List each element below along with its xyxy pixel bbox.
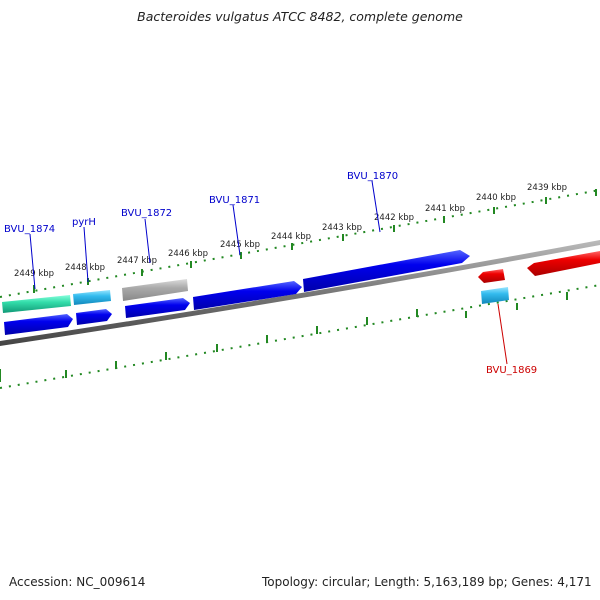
tick-label: 2448 kbp: [65, 263, 105, 273]
tick-label: 2444 kbp: [271, 232, 311, 242]
tick-label: 2446 kbp: [168, 249, 208, 259]
cds-arrow-pyrh: [76, 309, 112, 325]
label-connectors: [29, 180, 508, 365]
tick-label: 2445 kbp: [220, 240, 260, 250]
gene-label-bvu1869: BVU_1869: [486, 365, 537, 376]
tick-label: 2439 kbp: [527, 183, 567, 193]
accession-text: Accession: NC_009614: [9, 575, 146, 589]
gene-label-bvu1872: BVU_1872: [121, 208, 172, 219]
cds-arrow-bvu1872: [125, 298, 190, 318]
cog-feature: [2, 295, 71, 313]
tick-label: 2442 kbp: [374, 213, 414, 223]
cds-arrow-bvu1869: [478, 269, 505, 283]
map-title: Bacteroides vulgatus ATCC 8482, complete…: [137, 9, 463, 24]
gene-label-bvu1870: BVU_1870: [347, 171, 398, 182]
cog-feature: [122, 279, 188, 301]
cog-feature: [481, 287, 509, 304]
lower-tick-track: [0, 284, 600, 389]
tick-label: 2443 kbp: [322, 223, 362, 233]
cog-feature: [73, 290, 111, 305]
gene-labels[interactable]: BVU_1874 pyrH BVU_1872 BVU_1871 BVU_1870…: [4, 171, 537, 376]
cds-arrow-right-edge: [527, 251, 600, 276]
genome-backbone: [0, 240, 600, 346]
cds-features[interactable]: [4, 250, 600, 335]
tick-label: 2447 kbp: [117, 256, 157, 266]
cds-arrow-bvu1874: [4, 314, 73, 335]
genome-summary-text: Topology: circular; Length: 5,163,189 bp…: [262, 575, 592, 589]
gene-label-bvu1874: BVU_1874: [4, 224, 55, 235]
cds-arrow-bvu1870: [303, 250, 470, 292]
cog-features: [2, 279, 509, 313]
upper-tick-track: [0, 189, 600, 298]
tick-label: 2440 kbp: [476, 193, 516, 203]
cds-arrow-bvu1871: [193, 281, 302, 310]
gene-label-bvu1871: BVU_1871: [209, 195, 260, 206]
tick-label: 2441 kbp: [425, 204, 465, 214]
gene-label-pyrh: pyrH: [72, 217, 96, 228]
